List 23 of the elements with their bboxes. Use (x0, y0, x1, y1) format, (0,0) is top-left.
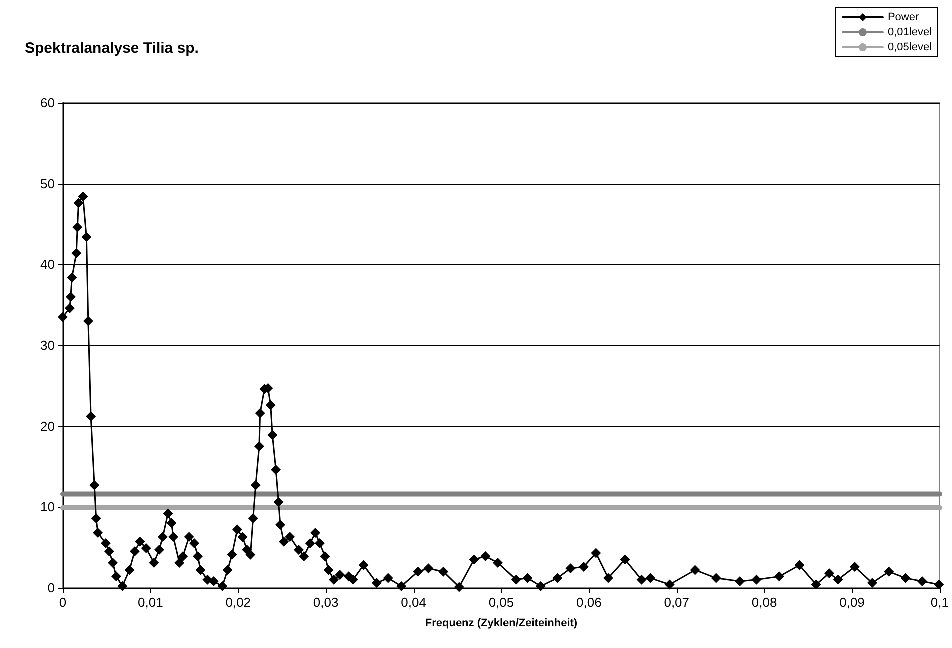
y-tick-label: 20 (40, 418, 55, 434)
x-axis-title: Frequenz (Zyklen/Zeiteinheit) (425, 618, 578, 630)
x-tick-label: 0,02 (226, 595, 252, 610)
x-tick-label: 0,09 (840, 595, 865, 610)
legend-label: Power (888, 12, 920, 24)
x-tick-label: 0,05 (488, 595, 514, 610)
x-tick-label: 0 (59, 595, 67, 610)
x-tick-label: 0,08 (752, 595, 778, 610)
y-tick-label: 10 (40, 500, 55, 515)
x-tick-label: 0,03 (313, 595, 339, 610)
chart-title: Spektralanalyse Tilia sp. (25, 40, 199, 57)
x-tick-label: 0,04 (401, 595, 426, 610)
x-tick-label: 0,01 (138, 595, 164, 610)
legend-label: 0,05level (888, 42, 932, 54)
y-tick-label: 40 (40, 257, 55, 272)
y-tick-label: 0 (48, 580, 55, 596)
y-tick-label: 50 (40, 176, 55, 192)
x-tick-label: 0,07 (664, 595, 690, 610)
x-tick-label: 0,1 (930, 595, 950, 610)
x-tick-label: 0,06 (576, 595, 602, 610)
y-tick-label: 30 (40, 338, 55, 353)
legend-label: 0,01level (888, 26, 932, 38)
y-tick-label: 60 (40, 96, 55, 110)
